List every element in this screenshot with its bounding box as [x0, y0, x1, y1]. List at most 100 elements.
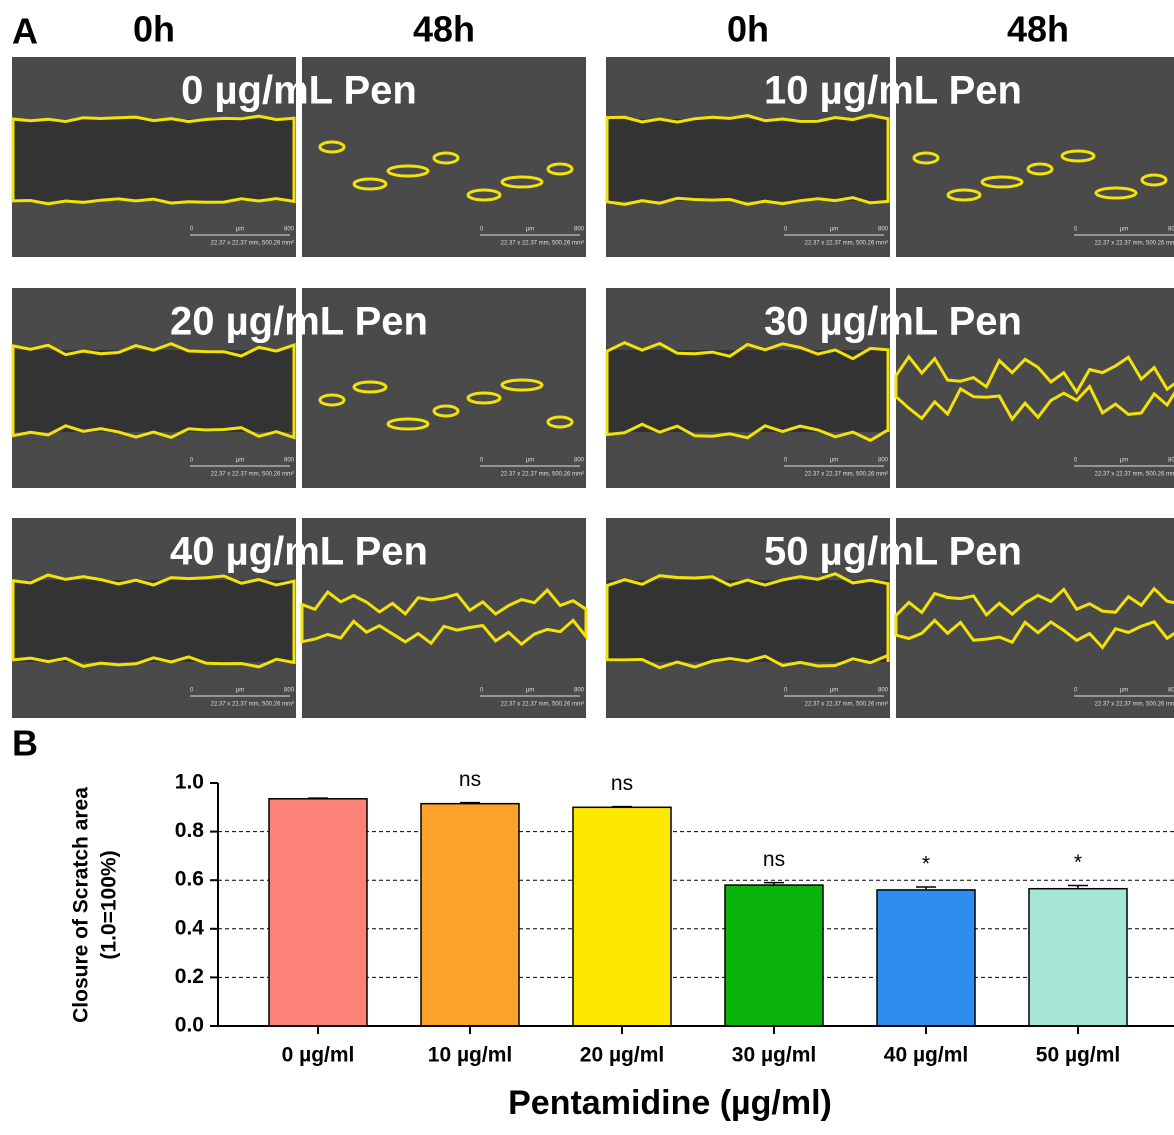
- significance-label: *: [1074, 851, 1082, 874]
- gap-outline: [386, 164, 430, 178]
- gap-outline: [980, 175, 1024, 189]
- condition-label: 50 µg/mL Pen: [764, 530, 1022, 574]
- scale-bar-label: 800: [1168, 458, 1174, 464]
- scale-bar-caption: 22.37 x 22.37 mm, 500.26 mm²: [501, 472, 584, 478]
- gap-outline: [894, 586, 1174, 650]
- condition-label: 10 µg/mL Pen: [764, 69, 1022, 113]
- scale-bar-label: 800: [878, 688, 889, 694]
- scratch-outline: [605, 341, 890, 443]
- bar: [420, 802, 520, 1027]
- scratch-outline: [11, 114, 296, 206]
- scale-bar-label: 800: [284, 458, 295, 464]
- bar: [1028, 887, 1128, 1027]
- micrograph: [896, 57, 1174, 257]
- scale-bar-label: 0: [1074, 227, 1078, 233]
- scale-bar-label: 0: [480, 227, 484, 233]
- condition-label: 20 µg/mL Pen: [170, 300, 428, 344]
- x-tick-label: 20 µg/ml: [580, 1044, 664, 1067]
- scale-bar-label: 0: [190, 227, 194, 233]
- scale-bar-label: µm: [526, 458, 534, 464]
- scratch-outline: [605, 113, 890, 206]
- gap-outline: [466, 391, 502, 405]
- scratch-area: [607, 580, 889, 662]
- panel-label: A: [12, 11, 38, 52]
- scale-bar-caption: 22.37 x 22.37 mm, 500.26 mm²: [211, 241, 294, 247]
- y-axis-title: Closure of Scratch area: [70, 787, 93, 1023]
- scale-bar-caption: 22.37 x 22.37 mm, 500.26 mm²: [1095, 241, 1174, 247]
- scale-bar-label: µm: [830, 688, 838, 694]
- gap-outline: [466, 188, 502, 202]
- gap-outline: [912, 151, 940, 165]
- gap-outline: [500, 378, 544, 392]
- micrograph: [896, 288, 1174, 488]
- scale-bar-label: 0: [784, 688, 788, 694]
- scratch-outline: [11, 342, 296, 440]
- gap-outline: [946, 188, 982, 202]
- gap-outline: [432, 151, 460, 165]
- significance-label: ns: [611, 772, 633, 795]
- scale-bar-label: µm: [526, 688, 534, 694]
- scale-bar-label: 800: [574, 227, 585, 233]
- scale-bar-label: 800: [878, 458, 889, 464]
- significance-label: ns: [459, 768, 481, 791]
- bar: [876, 889, 976, 1027]
- bar: [724, 884, 824, 1027]
- scale-bar-label: µm: [236, 227, 244, 233]
- scale-bar-label: µm: [236, 458, 244, 464]
- scale-bar-label: 800: [574, 688, 585, 694]
- scale-bar-label: µm: [1120, 227, 1128, 233]
- scale-bar-label: 800: [574, 458, 585, 464]
- micrograph: [302, 518, 586, 718]
- gap-outline: [352, 177, 388, 191]
- time-label: 48h: [1007, 9, 1069, 50]
- scale-bar-caption: 22.37 x 22.37 mm, 500.26 mm²: [805, 702, 888, 708]
- time-label: 0h: [133, 9, 175, 50]
- scratch-outline: [11, 573, 296, 669]
- scale-bar-label: 800: [1168, 227, 1174, 233]
- y-tick-label: 0.2: [175, 965, 204, 988]
- y-axis-title: (1.0=100%): [98, 850, 121, 959]
- scale-bar-label: 800: [284, 227, 295, 233]
- gap-outline: [318, 393, 346, 407]
- scale-bar-label: 0: [190, 688, 194, 694]
- scratch-area: [607, 350, 889, 432]
- scale-bar-label: µm: [1120, 688, 1128, 694]
- scratch-outline: [605, 572, 890, 670]
- scale-bar-label: 0: [784, 458, 788, 464]
- significance-label: *: [922, 853, 930, 876]
- x-tick-label: 30 µg/ml: [732, 1044, 816, 1067]
- scale-bar-label: 0: [480, 458, 484, 464]
- condition-label: 0 µg/mL Pen: [181, 69, 417, 113]
- gap-outline: [432, 404, 460, 418]
- scale-bar-caption: 22.37 x 22.37 mm, 500.26 mm²: [211, 472, 294, 478]
- y-tick-label: 1.0: [175, 771, 204, 794]
- y-tick-label: 0.8: [175, 819, 205, 842]
- scale-bar-caption: 22.37 x 22.37 mm, 500.26 mm²: [805, 472, 888, 478]
- gap-outline: [1094, 186, 1138, 200]
- scratch-area: [13, 580, 295, 662]
- gap-outline: [894, 354, 1174, 422]
- scale-bar-label: µm: [526, 227, 534, 233]
- gap-outline: [500, 175, 544, 189]
- time-label: 0h: [727, 9, 769, 50]
- scale-bar-caption: 22.37 x 22.37 mm, 500.26 mm²: [501, 241, 584, 247]
- scratch-area: [13, 350, 295, 432]
- bar: [572, 806, 672, 1027]
- scale-bar-label: µm: [236, 688, 244, 694]
- scale-bar-label: 0: [480, 688, 484, 694]
- scale-bar-label: 0: [1074, 458, 1078, 464]
- scale-bar-label: µm: [1120, 458, 1128, 464]
- scale-bar-label: µm: [830, 227, 838, 233]
- significance-label: ns: [763, 848, 785, 871]
- x-tick-label: 40 µg/ml: [884, 1044, 968, 1067]
- scale-bar-label: 0: [784, 227, 788, 233]
- scale-bar-label: 0: [1074, 688, 1078, 694]
- scale-bar-caption: 22.37 x 22.37 mm, 500.26 mm²: [211, 702, 294, 708]
- y-tick-label: 0.4: [175, 916, 205, 939]
- gap-outline: [1140, 173, 1168, 187]
- micrograph: [896, 518, 1174, 718]
- scale-bar-caption: 22.37 x 22.37 mm, 500.26 mm²: [1095, 702, 1174, 708]
- gap-outline: [300, 587, 588, 647]
- scale-bar-label: 0: [190, 458, 194, 464]
